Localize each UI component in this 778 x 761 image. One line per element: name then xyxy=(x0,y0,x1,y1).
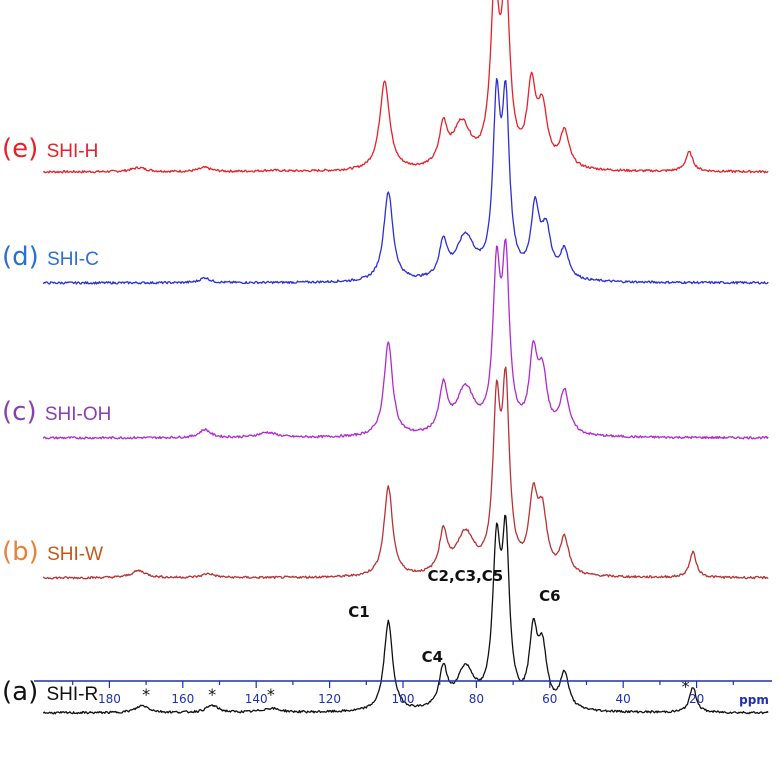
x-tick-label: 160 xyxy=(171,692,194,706)
series-label-shi-h: (e) SHI-H xyxy=(2,134,98,164)
peak-label-c2-c3-c5: C2,C3,C5 xyxy=(428,567,504,585)
series-prefix: (a) xyxy=(2,677,46,707)
sideband-asterisk: * xyxy=(682,677,690,696)
series-labels: (e) SHI-H (d) SHI-C (c) SHI-OH (b) SHI-W (a)… xyxy=(2,134,111,707)
series-name: SHI-C xyxy=(47,249,99,270)
spectrum-line-shi-r xyxy=(42,514,769,715)
series-prefix: (d) xyxy=(2,242,47,272)
spectrum-line-shi-oh xyxy=(42,238,769,440)
spectra-traces xyxy=(42,0,769,715)
series-name: SHI-OH xyxy=(45,404,112,425)
series-label-shi-w: (b) SHI-W xyxy=(2,537,103,567)
x-tick-label: 180 xyxy=(98,692,121,706)
x-tick-label: 60 xyxy=(542,692,557,706)
peak-label-c1: C1 xyxy=(348,603,369,621)
series-prefix: (e) xyxy=(2,134,47,164)
sideband-asterisk: * xyxy=(208,685,216,704)
peak-label-c4: C4 xyxy=(422,648,443,666)
series-label-shi-r: (a) SHI-R xyxy=(2,677,98,707)
series-label-shi-c: (d) SHI-C xyxy=(2,242,99,272)
series-name: SHI-H xyxy=(47,141,99,162)
spectrum-line-shi-h xyxy=(43,0,769,174)
series-prefix: (b) xyxy=(2,537,47,567)
x-tick-label: 40 xyxy=(616,692,631,706)
x-tick-label: 100 xyxy=(392,692,415,706)
x-tick-label: 140 xyxy=(245,692,268,706)
spectrum-line-shi-c xyxy=(42,77,769,285)
series-name: SHI-R xyxy=(46,684,98,705)
x-axis: 180 160 140 120 100 80 60 40 20 ppm xyxy=(34,680,772,707)
x-tick-label: 120 xyxy=(318,692,341,706)
spectrum-line-shi-w xyxy=(42,366,769,580)
x-axis-unit-label: ppm xyxy=(739,693,769,707)
sideband-asterisk: * xyxy=(267,685,275,704)
x-tick-label: 20 xyxy=(689,692,704,706)
series-label-shi-oh: (c) SHI-OH xyxy=(2,397,111,427)
series-name: SHI-W xyxy=(47,544,103,565)
peak-label-c6: C6 xyxy=(539,587,560,605)
series-prefix: (c) xyxy=(2,397,45,427)
peak-annotations: C1 C4 C2,C3,C5 C6 * * * * xyxy=(142,567,689,704)
sideband-asterisk: * xyxy=(142,685,150,704)
x-tick-label: 80 xyxy=(469,692,484,706)
